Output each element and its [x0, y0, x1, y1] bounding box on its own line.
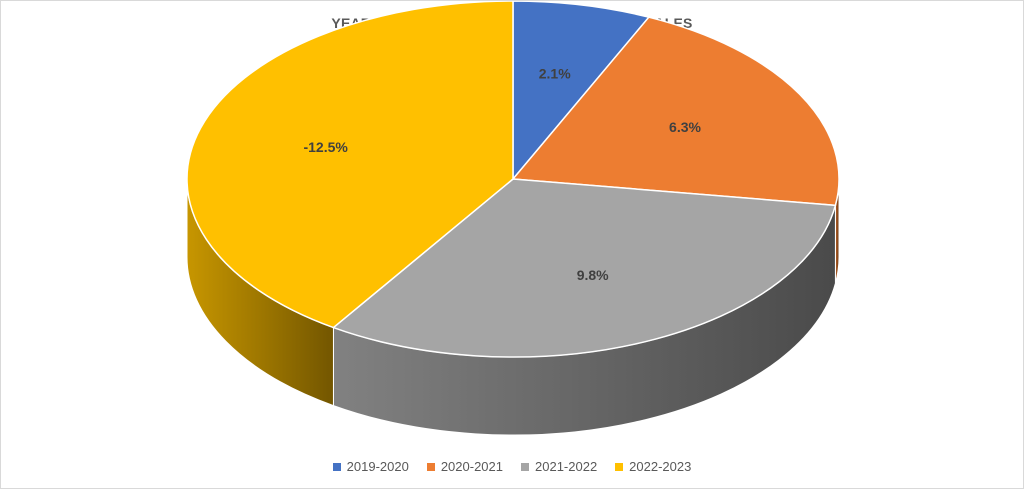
pie-slice-2022-2023 — [186, 1, 514, 329]
legend-item-2020-2021: 2020-2021 — [426, 459, 503, 474]
legend-swatch — [615, 462, 624, 471]
legend-swatch — [332, 462, 341, 471]
data-label-2019-2020: 2.1% — [539, 65, 571, 81]
pie-slice-2019-2020 — [512, 1, 651, 182]
legend-label: 2019-2020 — [346, 459, 409, 474]
legend-swatch — [521, 462, 529, 471]
pie-slice-2021-2022 — [331, 178, 837, 358]
legend-item-2022-2023: 2022-2023 — [615, 459, 691, 474]
data-label-2022-2023: -12.5% — [303, 139, 348, 155]
legend-item-2019-2020: 2019-2020 — [332, 459, 409, 474]
pie-chart: 2.1% 6.3% 9.8% -12.5% — [186, 1, 840, 436]
chart-legend: 2019-2020 2020-2021 2021-2022 2022-2023 — [1, 459, 1023, 474]
data-label-2020-2021: 6.3% — [669, 119, 701, 135]
data-label-2021-2022: 9.8% — [577, 267, 609, 283]
legend-label: 2020-2021 — [440, 459, 503, 474]
legend-swatch — [426, 462, 435, 471]
legend-label: 2021-2022 — [535, 459, 598, 474]
pie-slice-2020-2021 — [511, 16, 840, 207]
legend-item-2021-2022: 2021-2022 — [521, 459, 597, 474]
legend-label: 2022-2023 — [629, 459, 692, 474]
